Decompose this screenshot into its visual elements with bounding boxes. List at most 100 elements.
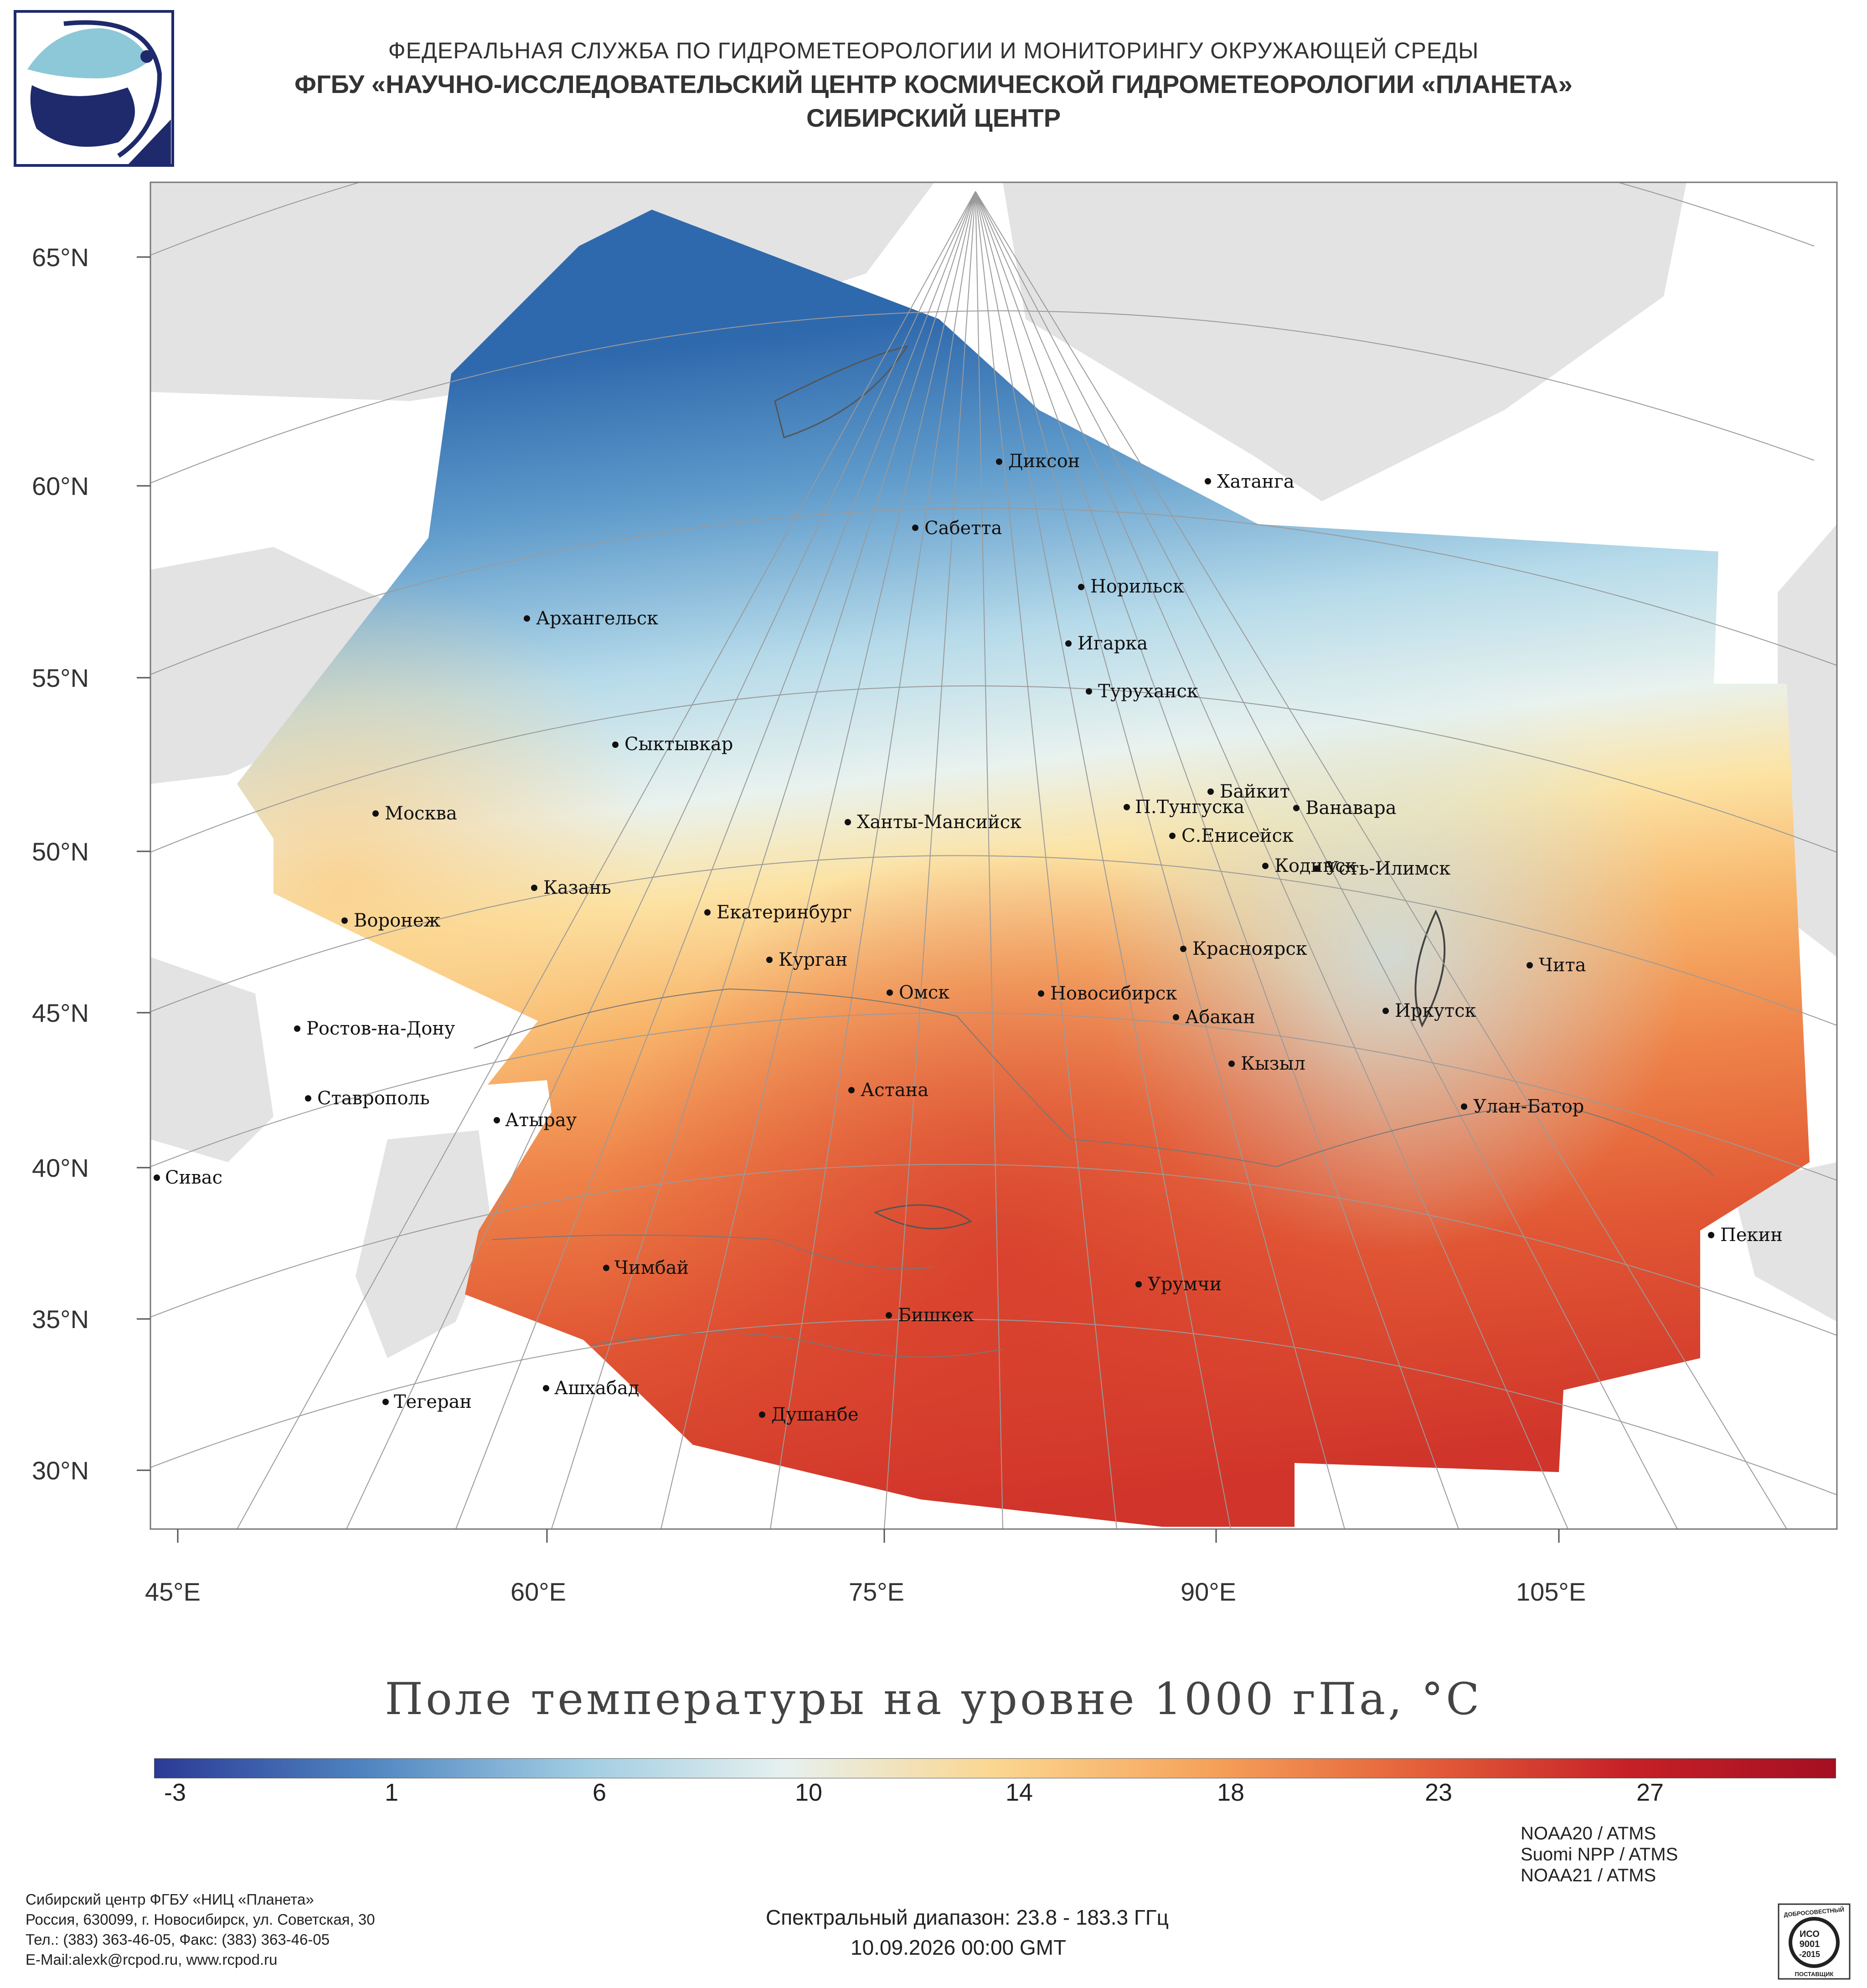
city-dikson: Диксон xyxy=(996,451,1080,472)
city-novosibirsk: Новосибирск xyxy=(1038,983,1177,1004)
svg-text:С.Енисейск: С.Енисейск xyxy=(1181,825,1294,846)
city-astana: Астана xyxy=(848,1080,928,1101)
colorbar-label: 18 xyxy=(1217,1779,1245,1806)
svg-text:Хатанга: Хатанга xyxy=(1217,471,1295,492)
lat-label: 55°N xyxy=(32,664,89,692)
temperature-map: Диксон Хатанга Сабетта Норильск Архангел… xyxy=(137,181,1838,1543)
lon-label: 45°E xyxy=(145,1577,201,1606)
city-urumchi: Урумчи xyxy=(1135,1274,1222,1295)
city-sabetta: Сабетта xyxy=(912,518,1002,539)
colorbar-label: -3 xyxy=(164,1779,186,1806)
svg-text:-2015: -2015 xyxy=(1799,1950,1820,1959)
svg-text:Ванавара: Ванавара xyxy=(1305,798,1397,819)
svg-text:П.Тунгуска: П.Тунгуска xyxy=(1135,797,1244,818)
city-s-eniseysk: С.Енисейск xyxy=(1169,825,1294,846)
colorbar-label: 14 xyxy=(1006,1779,1033,1806)
spectral-range: Спектральный диапазон: 23.8 - 183.3 ГГц xyxy=(766,1906,1169,1929)
svg-text:Ханты-Мансийск: Ханты-Мансийск xyxy=(857,812,1021,833)
city-igarka: Игарка xyxy=(1065,633,1148,654)
svg-text:Чита: Чита xyxy=(1539,955,1586,976)
satellite-item: NOAA20 / ATMS xyxy=(1521,1823,1656,1844)
address-line: Россия, 630099, г. Новосибирск, ул. Сове… xyxy=(26,1911,375,1928)
scandinavia-land xyxy=(150,547,433,784)
city-arkhangelsk: Архангельск xyxy=(524,608,658,629)
address-line: Тел.: (383) 363-46-05, Факс: (383) 363-4… xyxy=(26,1931,330,1948)
svg-text:Кызыл: Кызыл xyxy=(1241,1053,1305,1074)
datetime: 10.09.2026 00:00 GMT xyxy=(851,1936,1067,1959)
colorbar-label: 27 xyxy=(1636,1779,1664,1806)
svg-text:ПОСТАВЩИК: ПОСТАВЩИК xyxy=(1795,1971,1834,1978)
city-irkutsk: Иркутск xyxy=(1382,1000,1476,1021)
svg-text:Душанбе: Душанбе xyxy=(771,1404,859,1425)
svg-text:Екатеринбург: Екатеринбург xyxy=(717,902,852,923)
svg-text:Курган: Курган xyxy=(779,949,848,970)
planeta-logo xyxy=(14,10,174,167)
address-line: E-Mail:alexk@rcpod.ru, www.rcpod.ru xyxy=(26,1951,278,1968)
lat-label: 50°N xyxy=(32,837,89,866)
lat-label: 60°N xyxy=(32,472,89,500)
svg-text:Ростов-на-Дону: Ростов-на-Дону xyxy=(306,1018,455,1039)
svg-text:ИСО: ИСО xyxy=(1800,1929,1820,1939)
city-voronezh: Воронеж xyxy=(341,910,440,931)
svg-text:Улан-Батор: Улан-Батор xyxy=(1473,1096,1584,1117)
city-ust-ilimsk: Усть-Илимск xyxy=(1313,858,1450,879)
svg-text:Сивас: Сивас xyxy=(165,1167,222,1188)
colorbar-label: 23 xyxy=(1425,1779,1453,1806)
map-frame xyxy=(150,181,1838,1530)
svg-text:Архангельск: Архангельск xyxy=(536,608,658,629)
city-dushanbe: Душанбе xyxy=(759,1404,859,1425)
svg-text:9001: 9001 xyxy=(1800,1939,1820,1949)
city-p-tunguska: П.Тунгуска xyxy=(1124,797,1244,818)
svg-text:Диксон: Диксон xyxy=(1008,451,1080,472)
city-ulan-bator: Улан-Батор xyxy=(1461,1096,1584,1117)
city-baykit: Байкит xyxy=(1207,781,1290,802)
svg-text:Игарка: Игарка xyxy=(1078,633,1148,654)
svg-text:Норильск: Норильск xyxy=(1090,576,1184,597)
city-kazan: Казань xyxy=(531,877,611,898)
city-ashkhabad: Ашхабад xyxy=(543,1378,639,1399)
svg-text:Воронеж: Воронеж xyxy=(354,910,440,931)
colorbar-label: 1 xyxy=(385,1779,399,1806)
city-syktyvkar: Сыктывкар xyxy=(612,734,733,755)
svg-text:Чимбай: Чимбай xyxy=(614,1257,689,1278)
svg-text:Атырау: Атырау xyxy=(505,1110,577,1131)
svg-text:Ашхабад: Ашхабад xyxy=(554,1378,639,1399)
iso-badge: ДОБРОСОВЕСТНЫЙ ИСО 9001 -2015 ПОСТАВЩИК xyxy=(1778,1903,1851,1980)
lat-label: 35°N xyxy=(32,1305,89,1334)
colorbar xyxy=(154,1758,1836,1778)
lat-label: 45°N xyxy=(32,999,89,1027)
city-pekin: Пекин xyxy=(1708,1225,1783,1246)
lon-label: 75°E xyxy=(849,1577,905,1606)
satellite-item: Suomi NPP / ATMS xyxy=(1521,1844,1678,1864)
svg-text:Красноярск: Красноярск xyxy=(1192,938,1307,959)
satellite-list: NOAA20 / ATMS Suomi NPP / ATMS NOAA21 / … xyxy=(1521,1823,1678,1886)
svg-text:Иркутск: Иркутск xyxy=(1395,1000,1476,1021)
city-rostov-na-donu: Ростов-на-Дону xyxy=(294,1018,455,1039)
organization-title: ФГБУ «НАУЧНО-ИССЛЕДОВАТЕЛЬСКИЙ ЦЕНТР КОС… xyxy=(294,70,1573,98)
city-vanavara: Ванавара xyxy=(1293,798,1397,819)
colorbar-label: 10 xyxy=(795,1779,823,1806)
svg-text:Туруханск: Туруханск xyxy=(1098,681,1198,702)
lat-label: 40°N xyxy=(32,1154,89,1182)
svg-text:Урумчи: Урумчи xyxy=(1148,1274,1222,1295)
city-tegeran: Тегеран xyxy=(382,1391,472,1412)
city-omsk: Омск xyxy=(887,982,949,1003)
city-kurgan: Курган xyxy=(766,949,848,970)
svg-text:Новосибирск: Новосибирск xyxy=(1050,983,1177,1004)
svg-text:Казань: Казань xyxy=(543,877,611,898)
city-khanty-mansiysk: Ханты-Мансийск xyxy=(845,812,1021,833)
svg-text:Сыктывкар: Сыктывкар xyxy=(624,734,733,755)
svg-text:Байкит: Байкит xyxy=(1220,781,1290,802)
city-abakan: Абакан xyxy=(1173,1007,1255,1028)
address-line: Сибирский центр ФГБУ «НИЦ «Планета» xyxy=(26,1891,314,1908)
address-block: Сибирский центр ФГБУ «НИЦ «Планета» Росс… xyxy=(26,1890,375,1970)
city-ekaterinburg: Екатеринбург xyxy=(704,902,852,923)
city-sivas: Сивас xyxy=(154,1167,222,1188)
lon-label: 60°E xyxy=(511,1577,567,1606)
lat-label: 30°N xyxy=(32,1456,89,1485)
agency-title: ФЕДЕРАЛЬНАЯ СЛУЖБА ПО ГИДРОМЕТЕОРОЛОГИИ … xyxy=(388,38,1479,63)
map-title: Поле температуры на уровне 1000 гПа, °С xyxy=(385,1674,1482,1725)
svg-text:Москва: Москва xyxy=(385,803,457,824)
city-khatanga: Хатанга xyxy=(1205,471,1295,492)
baikal-outline xyxy=(1414,909,1446,1028)
